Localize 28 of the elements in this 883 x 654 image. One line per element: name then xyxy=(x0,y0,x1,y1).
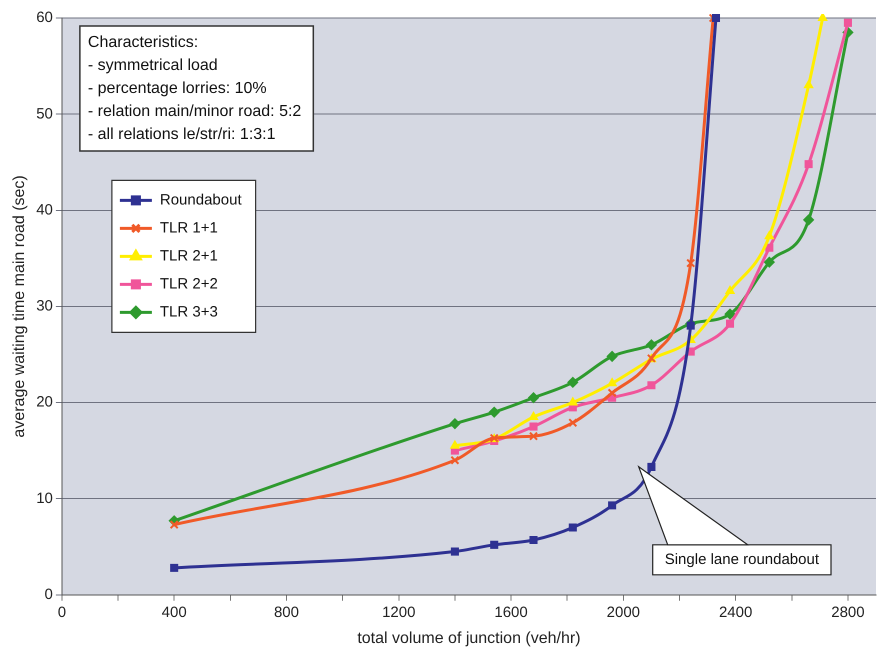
x-tick-label: 1200 xyxy=(382,604,416,621)
y-tick-label: 30 xyxy=(36,298,53,315)
x-tick-label: 0 xyxy=(58,604,66,621)
y-tick-label: 50 xyxy=(36,105,53,122)
y-tick-label: 40 xyxy=(36,201,53,218)
legend-label: Roundabout xyxy=(160,192,242,209)
annotation: Characteristics: xyxy=(88,34,198,51)
y-tick-label: 60 xyxy=(36,9,53,26)
annotation: - symmetrical load xyxy=(88,56,218,74)
legend-label: TLR 1+1 xyxy=(160,220,218,237)
annotation: - relation main/minor road: 5:2 xyxy=(88,102,302,120)
legend-label: TLR 2+1 xyxy=(160,248,218,265)
y-tick-label: 20 xyxy=(36,394,53,411)
x-tick-label: 2000 xyxy=(606,604,640,621)
x-axis-title: total volume of junction (veh/hr) xyxy=(357,630,581,647)
y-tick-label: 10 xyxy=(36,490,53,507)
legend-label: TLR 3+3 xyxy=(160,304,218,321)
y-axis-title: average waiting time main road (sec) xyxy=(11,175,28,438)
x-tick-label: 2800 xyxy=(831,604,865,621)
x-tick-label: 400 xyxy=(162,604,187,621)
legend-label: TLR 2+2 xyxy=(160,276,218,293)
x-tick-label: 800 xyxy=(274,604,299,621)
annotation: Single lane roundabout xyxy=(664,550,820,568)
annotation: - all relations le/str/ri: 1:3:1 xyxy=(88,126,276,143)
y-tick-label: 0 xyxy=(44,586,53,603)
x-tick-label: 1600 xyxy=(494,604,528,621)
x-tick-label: 2400 xyxy=(718,604,752,621)
annotation: - percentage lorries: 10% xyxy=(88,80,267,97)
